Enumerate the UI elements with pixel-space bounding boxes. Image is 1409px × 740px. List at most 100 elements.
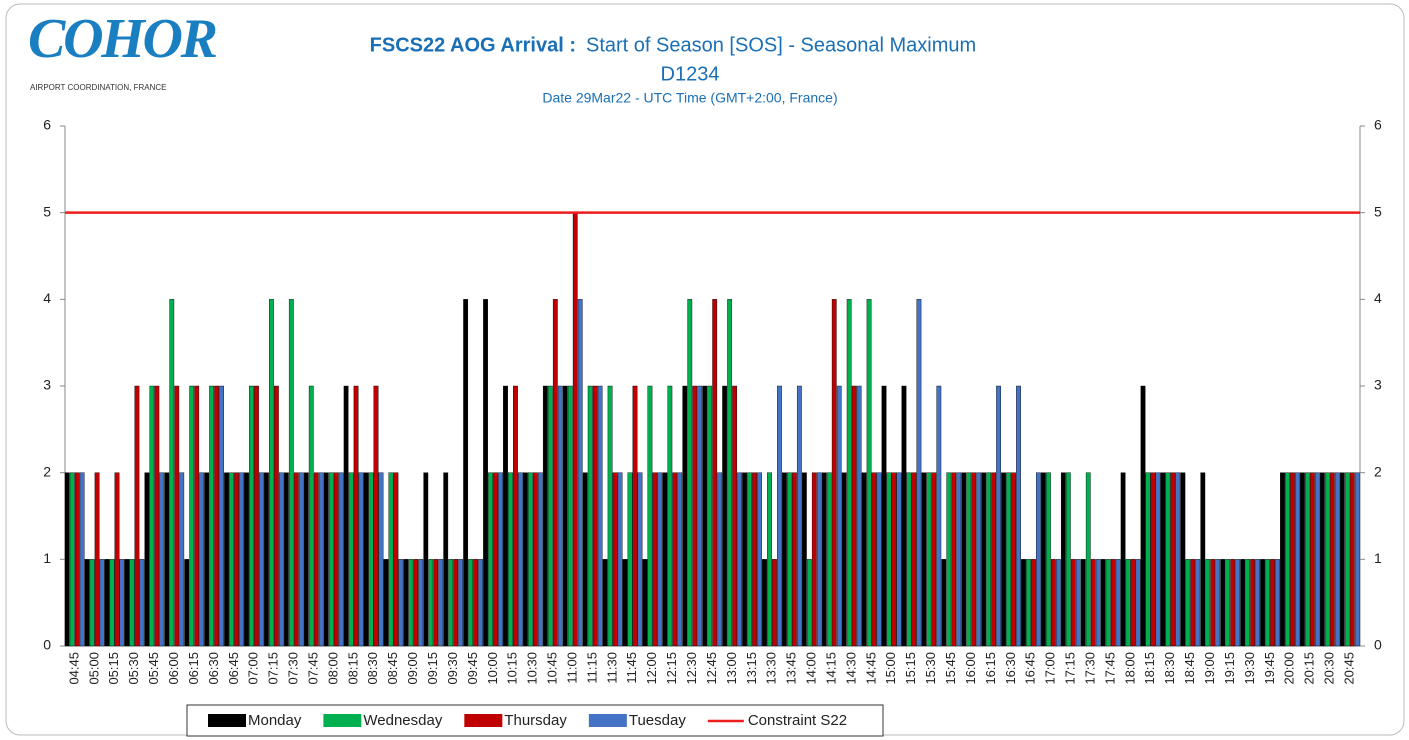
x-tick-label: 19:45 — [1262, 652, 1277, 685]
bar — [647, 385, 653, 647]
legend-label: Monday — [248, 712, 302, 729]
bar — [537, 472, 543, 647]
x-tick-label: 06:15 — [186, 652, 201, 685]
bar — [1011, 472, 1016, 647]
bar — [787, 472, 792, 647]
bar — [981, 472, 987, 647]
x-tick-label: 17:30 — [1082, 652, 1097, 685]
bar — [622, 559, 628, 647]
legend-swatch — [208, 714, 246, 727]
x-tick-label: 15:30 — [923, 652, 938, 685]
bar — [1065, 472, 1071, 647]
bar — [323, 472, 329, 647]
bar — [119, 559, 125, 647]
bar — [318, 472, 324, 647]
y2-tick-label: 4 — [1374, 290, 1382, 306]
x-tick-label: 13:00 — [724, 652, 739, 685]
bar — [1215, 559, 1221, 647]
x-tick-label: 11:00 — [564, 652, 579, 684]
bar — [582, 472, 588, 647]
bar — [737, 472, 742, 647]
bar — [806, 559, 812, 647]
bar — [1075, 559, 1081, 647]
bar — [1250, 559, 1256, 647]
bar — [1225, 559, 1231, 647]
bar — [732, 385, 738, 647]
x-tick-label: 09:30 — [445, 652, 460, 685]
bar — [1050, 559, 1056, 647]
bar — [1255, 559, 1260, 647]
bar — [557, 385, 563, 647]
x-tick-label: 08:45 — [385, 652, 400, 685]
bar — [114, 472, 120, 647]
bar — [1165, 472, 1171, 647]
bar — [627, 472, 633, 647]
bar — [976, 472, 982, 647]
bar — [383, 559, 389, 647]
bar — [1235, 559, 1241, 647]
legend-label: Thursday — [504, 712, 567, 729]
bar — [921, 472, 927, 647]
bar — [547, 385, 553, 647]
bar — [308, 385, 314, 647]
bar — [1070, 559, 1076, 647]
bar — [657, 472, 663, 647]
bar — [572, 212, 578, 647]
bar — [1135, 559, 1141, 647]
bar — [303, 472, 309, 647]
x-tick-label: 17:00 — [1043, 652, 1058, 685]
bar — [338, 472, 344, 647]
bar — [881, 385, 887, 647]
legend-label: Wednesday — [363, 712, 442, 729]
bar — [139, 559, 145, 647]
bar — [986, 472, 992, 647]
x-tick-label: 08:30 — [365, 652, 380, 685]
x-tick-label: 15:15 — [903, 652, 918, 685]
logo: COHOR — [28, 8, 218, 70]
bar — [1140, 385, 1146, 647]
x-tick-label: 12:45 — [704, 652, 719, 685]
bar — [498, 472, 503, 647]
bar — [1105, 559, 1111, 647]
bar — [288, 299, 294, 647]
bar — [159, 472, 165, 647]
bar — [906, 472, 912, 647]
bar — [348, 472, 354, 647]
bar — [1275, 559, 1280, 647]
y2-tick-label: 1 — [1374, 550, 1382, 566]
bar — [886, 472, 892, 647]
bar — [1026, 559, 1031, 647]
bar — [1344, 472, 1350, 647]
bar — [229, 472, 234, 647]
bar — [1001, 472, 1006, 647]
bar — [1210, 559, 1216, 647]
bar — [1155, 472, 1161, 647]
y-tick-label: 2 — [43, 463, 51, 479]
x-tick-label: 19:00 — [1202, 652, 1217, 685]
x-tick-label: 14:45 — [863, 652, 878, 685]
bar — [931, 472, 937, 647]
bar — [911, 472, 917, 647]
bar — [503, 385, 508, 647]
bar — [79, 472, 85, 647]
bar — [189, 385, 195, 647]
bar — [811, 472, 817, 647]
bar — [1021, 559, 1026, 647]
bar — [1055, 559, 1061, 647]
bar — [692, 385, 698, 647]
bar — [871, 472, 877, 647]
bar — [1300, 472, 1305, 647]
bar — [328, 472, 334, 647]
bar — [791, 472, 797, 647]
x-tick-label: 09:15 — [425, 652, 440, 685]
x-tick-label: 07:15 — [266, 652, 281, 685]
x-tick-label: 17:45 — [1102, 652, 1117, 685]
y2-tick-label: 3 — [1374, 377, 1382, 393]
bar — [1324, 472, 1330, 647]
bar — [1349, 472, 1355, 647]
x-tick-label: 10:15 — [505, 652, 520, 685]
y-tick-label: 0 — [43, 637, 51, 653]
bar — [1305, 472, 1310, 647]
bar — [1080, 559, 1086, 647]
